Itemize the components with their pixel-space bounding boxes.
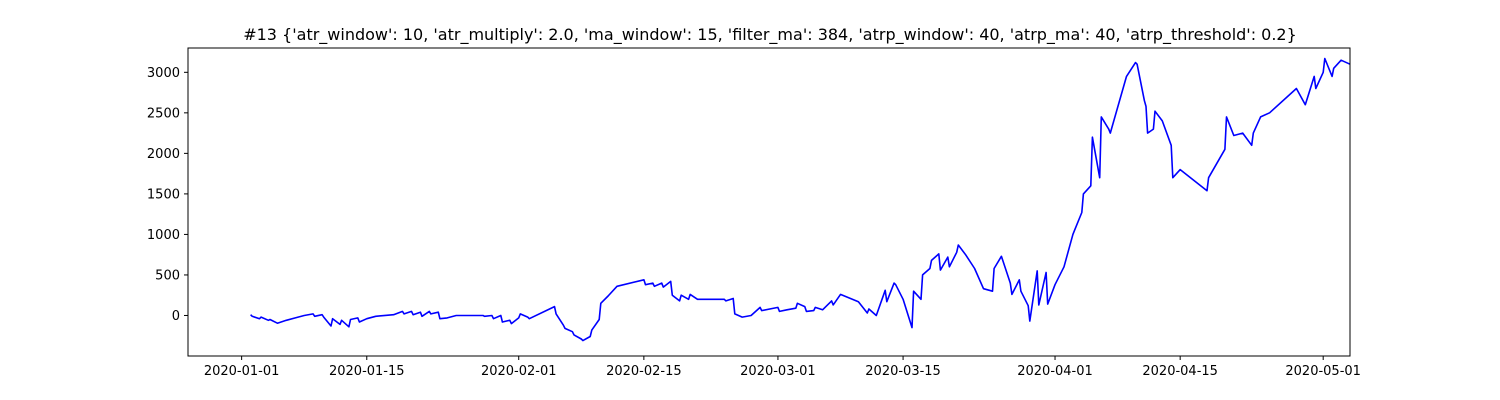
y-tick-label: 0 <box>172 309 180 324</box>
x-tick-label: 2020-05-01 <box>1285 364 1361 379</box>
y-tick-label: 1500 <box>147 187 180 202</box>
x-tick-label: 2020-04-01 <box>1017 364 1093 379</box>
x-tick-label: 2020-03-01 <box>740 364 816 379</box>
y-tick-label: 1000 <box>147 228 180 243</box>
x-tick-label: 2020-01-15 <box>329 364 405 379</box>
series-layer <box>250 57 1350 342</box>
plot-area <box>188 48 1350 356</box>
y-tick-label: 2000 <box>147 147 180 162</box>
chart-title: #13 {'atr_window': 10, 'atr_multiply': 2… <box>243 25 1297 45</box>
y-tick-label: 3000 <box>147 66 180 81</box>
x-tick-label: 2020-02-01 <box>481 364 557 379</box>
y-tick-label: 2500 <box>147 106 180 121</box>
y-tick-label: 500 <box>155 268 180 283</box>
x-tick-label: 2020-01-01 <box>204 364 280 379</box>
x-tick-label: 2020-04-15 <box>1142 364 1218 379</box>
x-tick-label: 2020-03-15 <box>865 364 941 379</box>
axes-frame <box>187 47 1351 357</box>
x-tick-label: 2020-02-15 <box>606 364 682 379</box>
series-line-0 <box>250 57 1350 342</box>
axes-layer: 2020-01-01 2020-01-15 2020-02-01 2020-02-15… <box>147 47 1361 379</box>
plot-background <box>188 48 1350 356</box>
